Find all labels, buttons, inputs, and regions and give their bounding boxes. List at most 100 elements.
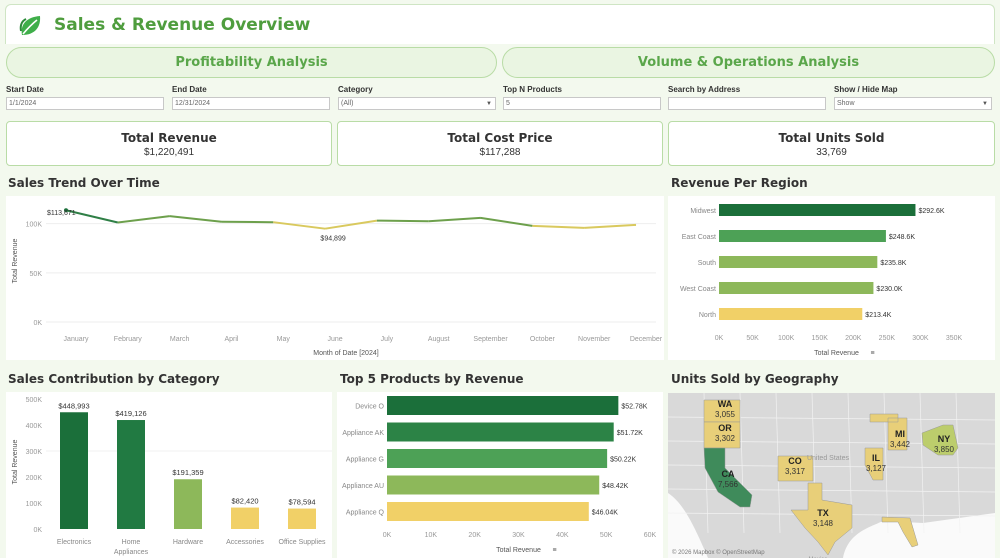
y-tick-label: 100K <box>26 222 43 229</box>
tab-profitability-analysis[interactable]: Profitability Analysis <box>6 47 497 78</box>
state-code-label: MI <box>895 429 905 439</box>
usa-landmass <box>668 393 995 558</box>
kpi-value: $1,220,491 <box>143 147 195 158</box>
data-label: $78,594 <box>288 498 315 507</box>
x-axis-title: Month of Date [2024] <box>313 350 378 357</box>
y-tick-label: 200K <box>26 475 43 482</box>
y-axis-title: Total Revenue <box>12 440 19 485</box>
data-label: $48.42K <box>602 483 628 490</box>
state-code-label: OR <box>718 423 732 433</box>
kpi-title: Total Revenue <box>121 131 217 145</box>
category-label: Midwest <box>690 208 716 215</box>
x-tick-label: September <box>473 336 508 343</box>
category-label: South <box>698 260 716 267</box>
state-mi <box>869 413 908 451</box>
bar <box>719 282 874 294</box>
sales-trend-chart: 0K 50K 100K January February March April May Jun… <box>6 196 664 360</box>
category-label: Device O <box>355 404 384 411</box>
data-label: $230.0K <box>876 286 902 293</box>
state-tx <box>790 482 853 556</box>
x-tick-label: 40K <box>556 532 569 539</box>
x-tick-label: 150K <box>812 335 829 342</box>
category-chart: 0K 100K 200K 300K 400K 500K $448,993 Electronic… <box>6 392 332 558</box>
tab-volume-operations-analysis[interactable]: Volume & Operations Analysis <box>502 47 995 78</box>
bar <box>117 420 145 529</box>
field-value: 12/31/2024 <box>175 100 211 107</box>
x-tick-label: 10K <box>425 532 438 539</box>
kpi-total-revenue: Total Revenue $1,220,491 <box>6 121 332 166</box>
trend-point <box>64 208 68 213</box>
field-value: 1/1/2024 <box>9 100 37 107</box>
state-value-label: 3,317 <box>785 467 806 476</box>
y-tick-label: 100K <box>26 501 43 508</box>
state-border <box>955 393 961 534</box>
state-value-label: 3,127 <box>866 464 887 473</box>
data-label: $50.22K <box>610 457 636 464</box>
y-tick-label: 50K <box>30 271 43 278</box>
category-label: Appliance AU <box>342 483 384 490</box>
y-tick-label: 400K <box>26 423 43 430</box>
trend-line-segment <box>584 223 637 229</box>
trend-line-segment <box>428 216 481 223</box>
start-date-label: Start Date <box>6 85 44 94</box>
state-code-label: CO <box>788 456 802 466</box>
data-label: $113,671 <box>47 210 76 217</box>
category-label: Category <box>338 85 373 94</box>
trend-line-segment <box>324 219 378 230</box>
bar <box>288 508 316 529</box>
x-tick-label: Hardware <box>173 539 203 546</box>
state-border <box>739 393 745 534</box>
state-value-label: 3,055 <box>715 410 736 419</box>
data-label: $46.04K <box>592 510 618 517</box>
x-tick-label: 60K <box>644 532 657 539</box>
revenue-region-title: Revenue Per Region <box>671 176 808 190</box>
state-value-label: 3,148 <box>813 519 834 528</box>
data-label: $82,420 <box>231 497 258 506</box>
kpi-value: 33,769 <box>816 147 847 158</box>
state-value-label: 7,566 <box>718 480 739 489</box>
state-code-label: IL <box>872 453 881 463</box>
search-by-address-input[interactable] <box>668 97 826 110</box>
x-tick-label: June <box>327 336 342 343</box>
category-title: Sales Contribution by Category <box>8 372 220 386</box>
y-tick-label: 0K <box>33 320 42 327</box>
data-label: $292.6K <box>918 208 944 215</box>
top-n-products-input[interactable]: 5 <box>503 97 661 110</box>
kpi-value: $117,288 <box>479 147 521 158</box>
kpi-total-cost-price: Total Cost Price $117,288 <box>337 121 663 166</box>
x-tick-label: 50K <box>746 335 759 342</box>
bar <box>60 412 88 529</box>
page-title: Sales & Revenue Overview <box>54 15 311 35</box>
state-value-label: 3,302 <box>715 434 736 443</box>
search-by-address-label: Search by Address <box>668 85 741 94</box>
state-code-label: TX <box>817 508 829 518</box>
bar <box>174 479 202 529</box>
state-code-label: NY <box>938 434 951 444</box>
x-tick-label: Electronics <box>57 539 92 546</box>
x-tick-label: December <box>630 336 663 343</box>
x-tick-label: Home Appliances <box>114 539 149 556</box>
units-map[interactable]: WA3,055 OR3,302 CA7,566 CO3,317 TX3,148 IL3,1… <box>668 393 995 558</box>
data-label: $235.8K <box>880 260 906 267</box>
data-label: $51.72K <box>617 430 643 437</box>
category-label: Appliance Q <box>346 510 385 517</box>
category-dropdown[interactable]: (All) ▼ <box>338 97 496 110</box>
end-date-input[interactable]: 12/31/2024 <box>172 97 330 110</box>
bar <box>719 204 916 216</box>
bar <box>387 502 589 521</box>
x-tick-label: 250K <box>879 335 896 342</box>
x-tick-label: January <box>64 336 89 343</box>
state-value-label: 3,850 <box>934 445 955 454</box>
state-ny <box>921 424 959 456</box>
end-date-label: End Date <box>172 85 207 94</box>
show-hide-map-label: Show / Hide Map <box>834 85 898 94</box>
top-n-products-label: Top N Products <box>503 85 562 94</box>
data-label: $191,359 <box>172 468 203 477</box>
x-tick-label: May <box>277 336 291 343</box>
country-label: United States <box>807 455 850 462</box>
y-tick-label: 300K <box>26 449 43 456</box>
state-fl <box>881 516 919 548</box>
start-date-input[interactable]: 1/1/2024 <box>6 97 164 110</box>
state-co <box>777 455 814 482</box>
show-hide-map-dropdown[interactable]: Show ▼ <box>834 97 992 110</box>
